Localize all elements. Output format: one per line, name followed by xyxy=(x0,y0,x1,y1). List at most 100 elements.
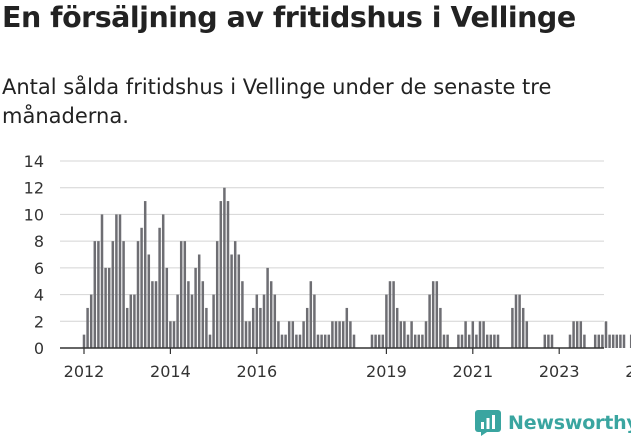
bar xyxy=(370,334,374,348)
bar xyxy=(233,241,237,348)
bar xyxy=(568,334,572,348)
bar xyxy=(428,294,431,348)
bar xyxy=(212,294,215,348)
bar xyxy=(201,281,205,348)
bar xyxy=(93,241,97,348)
bar xyxy=(583,334,586,348)
bar xyxy=(392,281,395,348)
x-tick-label: 2012 xyxy=(64,362,105,381)
bars xyxy=(82,187,631,348)
bar xyxy=(154,281,158,348)
bar xyxy=(446,334,449,348)
bar xyxy=(309,281,313,348)
bar xyxy=(230,254,233,348)
bar xyxy=(352,334,356,348)
bar xyxy=(579,321,583,348)
bar xyxy=(615,334,619,348)
bar xyxy=(277,321,280,348)
bar xyxy=(187,281,190,348)
bar xyxy=(104,267,107,348)
bar xyxy=(183,241,187,348)
y-tick-label: 6 xyxy=(34,259,44,278)
bar xyxy=(435,281,439,348)
bar xyxy=(133,294,136,348)
bar xyxy=(629,334,631,348)
bar xyxy=(287,321,291,348)
bar xyxy=(248,321,251,348)
bar xyxy=(457,334,460,348)
bar xyxy=(316,334,320,348)
bar xyxy=(543,334,547,348)
bar xyxy=(471,321,475,348)
y-axis-ticks: 0 2 4 6 8 10 12 14 xyxy=(24,152,44,358)
y-tick-label: 2 xyxy=(34,312,44,331)
bar xyxy=(269,281,273,348)
bar xyxy=(482,321,485,348)
bar xyxy=(424,321,428,348)
bar xyxy=(421,334,424,348)
bar xyxy=(172,321,176,348)
bar xyxy=(406,334,410,348)
bar xyxy=(118,214,122,348)
bar xyxy=(140,227,143,348)
y-tick-label: 12 xyxy=(24,179,44,198)
bar xyxy=(496,334,500,348)
x-tick-label: 2014 xyxy=(150,362,191,381)
bar xyxy=(295,334,298,348)
bar xyxy=(298,334,302,348)
bar xyxy=(619,334,622,348)
x-axis-ticks: 2012 2014 2016 2019 2021 2023 2025 xyxy=(64,348,631,381)
bar xyxy=(190,294,194,348)
bar xyxy=(403,321,406,348)
bar xyxy=(395,307,399,348)
bar xyxy=(143,201,147,348)
bar xyxy=(323,334,327,348)
bar xyxy=(280,334,284,348)
bar xyxy=(601,334,604,348)
brand-logo: Newsworthy xyxy=(475,406,631,440)
bar xyxy=(82,334,86,348)
bar xyxy=(165,267,169,348)
bar xyxy=(302,321,305,348)
x-tick-label: 2019 xyxy=(366,362,407,381)
bar xyxy=(521,307,525,348)
bar xyxy=(410,321,413,348)
bar xyxy=(205,307,208,348)
bar-chart: 0 2 4 6 8 10 12 14 2012 2014 2016 2019 2021 2023 2025… xyxy=(24,152,631,381)
bar xyxy=(266,267,269,348)
bar xyxy=(273,294,277,348)
bar xyxy=(413,334,417,348)
bar xyxy=(125,307,129,348)
brand-name: Newsworthy xyxy=(508,412,631,434)
bar xyxy=(129,294,133,348)
bar xyxy=(223,187,226,348)
bar xyxy=(622,334,626,348)
bar xyxy=(439,307,442,348)
bar xyxy=(115,214,118,348)
y-tick-label: 4 xyxy=(34,286,44,305)
bar xyxy=(525,321,529,348)
bar xyxy=(237,254,241,348)
bar xyxy=(169,321,172,348)
bar xyxy=(259,307,262,348)
bar xyxy=(262,294,266,348)
bar xyxy=(241,281,244,348)
bar xyxy=(97,241,100,348)
bar xyxy=(215,241,219,348)
bar xyxy=(493,334,496,348)
bar xyxy=(89,294,93,348)
bar xyxy=(572,321,575,348)
bar xyxy=(179,241,183,348)
bar xyxy=(255,294,259,348)
bar xyxy=(122,241,125,348)
bar xyxy=(100,214,104,348)
bar xyxy=(136,241,140,348)
bar xyxy=(608,334,611,348)
bar xyxy=(417,334,421,348)
x-tick-label: 2016 xyxy=(236,362,277,381)
bar xyxy=(338,321,341,348)
bar xyxy=(334,321,338,348)
chart-title: En försäljning av fritidshus i Vellinge xyxy=(2,1,576,34)
bar xyxy=(575,321,579,348)
bar xyxy=(86,307,89,348)
